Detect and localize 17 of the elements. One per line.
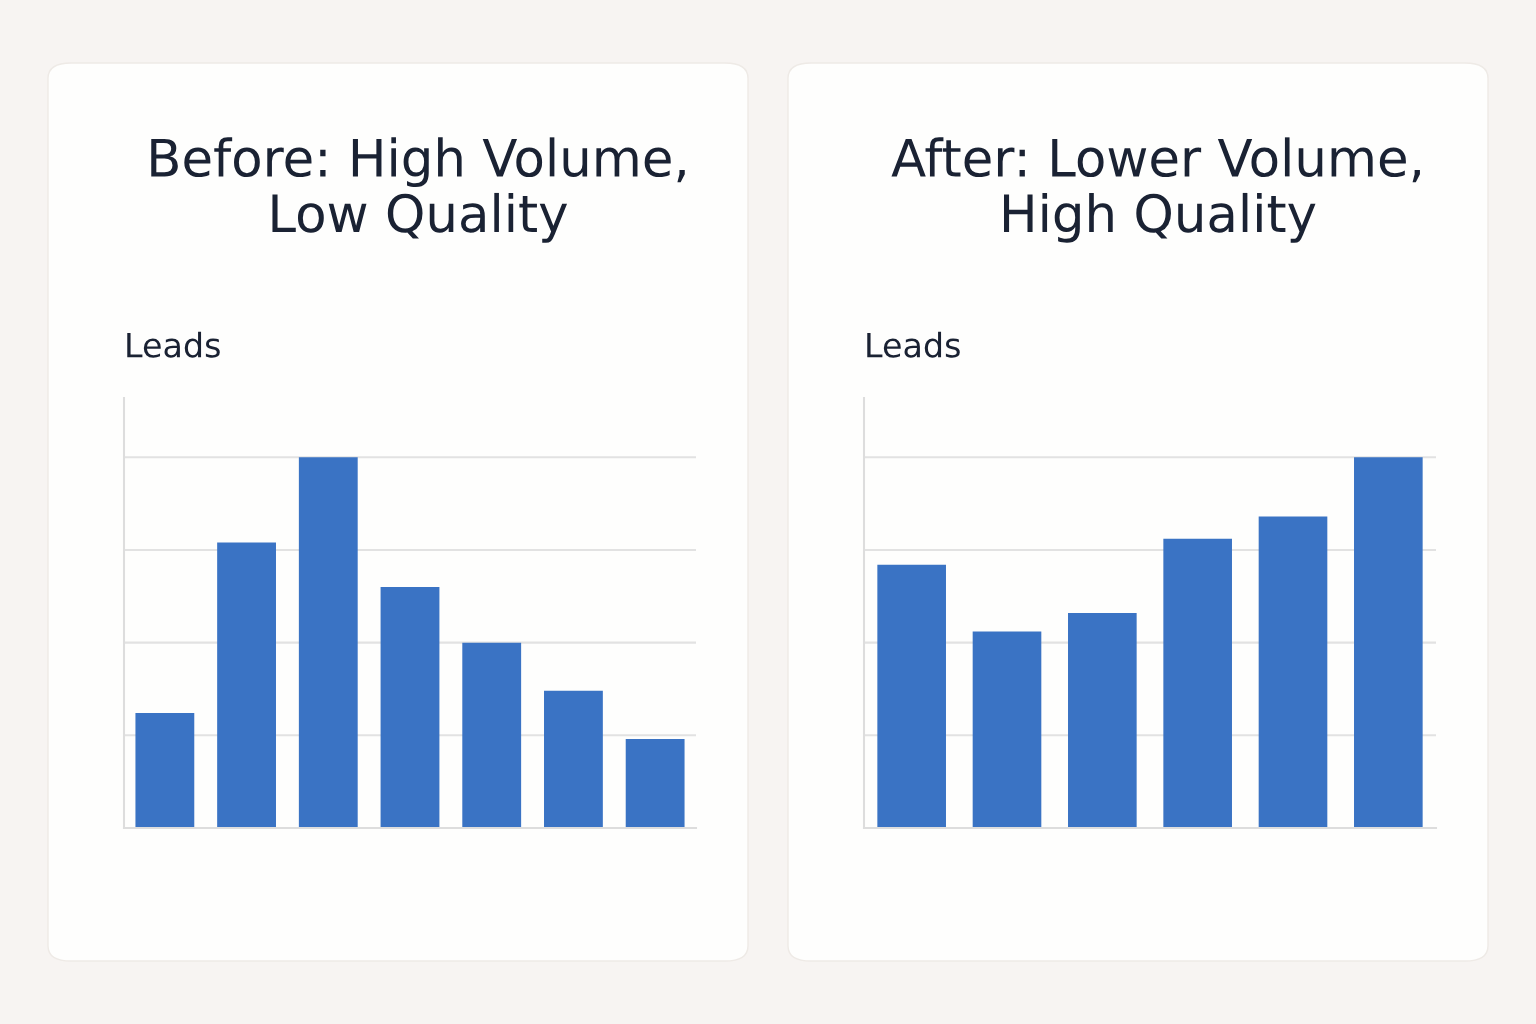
bar [217,542,276,828]
bar [877,564,946,828]
chart-title: After: Lower Volume, High Quality [891,137,1420,243]
chart-title: Before: High Volume, Low Quality [151,137,685,243]
bar [1163,538,1232,828]
y-axis-title: Leads [127,331,220,358]
bar [380,587,440,828]
bar [1068,613,1137,828]
bar [1258,516,1328,828]
bar [298,457,358,828]
bar [1354,457,1423,828]
bar [972,631,1042,828]
bar [625,739,685,828]
bar [135,713,195,828]
y-axis-title: Leads [867,331,960,358]
bar [462,642,522,828]
bar [544,690,603,828]
